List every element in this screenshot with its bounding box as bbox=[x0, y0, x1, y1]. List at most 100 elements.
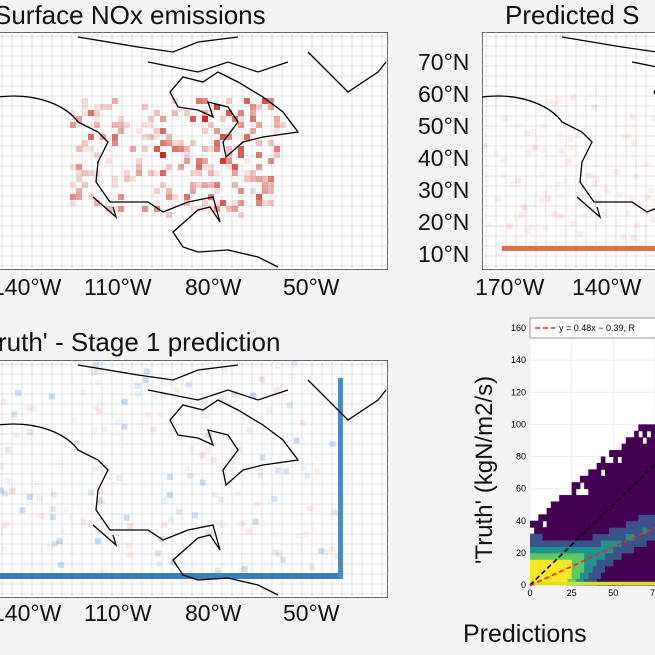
density-cell bbox=[571, 495, 577, 502]
emission-cell bbox=[82, 182, 88, 188]
emission-cell bbox=[82, 140, 88, 146]
difference-cell bbox=[99, 498, 106, 505]
map2-title: Predicted S bbox=[505, 0, 640, 30]
density-cell bbox=[638, 565, 643, 573]
density-cell bbox=[642, 469, 648, 477]
difference-cell bbox=[69, 550, 76, 557]
prediction-cell bbox=[531, 143, 538, 150]
density-cell bbox=[596, 469, 602, 477]
density-cell bbox=[650, 450, 655, 457]
difference-cell bbox=[138, 421, 144, 427]
difference-cell bbox=[25, 404, 32, 411]
emission-cell bbox=[172, 140, 178, 146]
density-cell bbox=[550, 527, 556, 535]
emission-cell bbox=[76, 194, 82, 200]
density-cell bbox=[588, 482, 593, 490]
difference-cell bbox=[3, 521, 10, 528]
density-cell bbox=[629, 488, 635, 496]
density-cell bbox=[638, 520, 643, 528]
density-cell bbox=[642, 572, 648, 580]
prediction-cell bbox=[560, 228, 567, 235]
density-cell bbox=[596, 501, 602, 509]
x-tick-label: 75 bbox=[650, 588, 655, 598]
prediction-cell bbox=[611, 117, 617, 123]
prediction-cell bbox=[595, 156, 601, 162]
density-cell bbox=[579, 552, 585, 560]
emission-cell bbox=[160, 170, 166, 176]
map1-title: Surface NOx emissions bbox=[0, 0, 266, 30]
x-tick-label: 50 bbox=[608, 588, 618, 598]
density-cell bbox=[621, 482, 627, 490]
emission-cell bbox=[280, 122, 286, 128]
difference-cell bbox=[52, 540, 59, 547]
density-cell bbox=[634, 572, 639, 580]
emission-cell bbox=[268, 176, 274, 182]
density-cell bbox=[575, 572, 581, 580]
density-cell bbox=[646, 533, 652, 541]
difference-cell bbox=[276, 551, 283, 558]
emission-cell bbox=[136, 170, 142, 176]
density-cell bbox=[621, 501, 627, 509]
emission-cell bbox=[142, 134, 148, 140]
emission-cell bbox=[94, 110, 100, 116]
emission-cell bbox=[274, 116, 280, 122]
emission-cell bbox=[268, 104, 274, 110]
emission-cell bbox=[166, 140, 172, 146]
emission-cell bbox=[88, 110, 94, 116]
difference-cell bbox=[314, 455, 321, 462]
density-cell bbox=[646, 424, 652, 432]
difference-cell bbox=[161, 498, 168, 505]
prediction-cell bbox=[530, 98, 537, 105]
difference-cell bbox=[53, 460, 60, 467]
difference-cell bbox=[60, 528, 67, 535]
density-cell bbox=[588, 552, 593, 560]
prediction-cell bbox=[580, 212, 587, 219]
emission-cell bbox=[76, 188, 82, 194]
prediction-cell bbox=[574, 214, 580, 220]
prediction-cell bbox=[649, 151, 655, 157]
emission-cell bbox=[268, 176, 274, 182]
difference-cell bbox=[96, 499, 103, 506]
difference-cell bbox=[206, 544, 212, 550]
difference-band-bottom bbox=[0, 573, 343, 579]
emission-cell bbox=[118, 206, 124, 212]
density-cell bbox=[646, 552, 652, 560]
emission-cell bbox=[130, 146, 136, 152]
difference-cell bbox=[221, 462, 228, 469]
difference-cell bbox=[126, 551, 133, 558]
prediction-cell bbox=[629, 197, 636, 204]
scatter-xlabel: Predictions bbox=[463, 620, 587, 648]
density-cell bbox=[646, 475, 652, 483]
density-cell bbox=[575, 546, 581, 554]
emission-cell bbox=[88, 134, 94, 140]
density-cell bbox=[617, 482, 623, 490]
emission-cell bbox=[226, 164, 232, 170]
density-cell bbox=[634, 443, 639, 451]
emission-cell bbox=[142, 206, 148, 212]
density-cell bbox=[646, 507, 652, 515]
density-cell bbox=[588, 495, 593, 502]
density-cell bbox=[625, 501, 631, 509]
difference-cell bbox=[329, 441, 336, 448]
difference-cell bbox=[71, 416, 78, 423]
density-cell bbox=[530, 533, 535, 541]
emission-cell bbox=[214, 182, 220, 188]
density-cell bbox=[604, 495, 610, 502]
density-cell bbox=[609, 450, 614, 457]
density-cell bbox=[625, 488, 631, 496]
density-cell bbox=[634, 559, 639, 567]
density-cell bbox=[609, 546, 614, 554]
emission-cell bbox=[238, 152, 244, 158]
emission-cell bbox=[124, 170, 130, 176]
density-cell bbox=[588, 527, 593, 535]
density-cell bbox=[604, 469, 610, 477]
difference-cell bbox=[168, 516, 175, 523]
density-cell bbox=[567, 527, 573, 535]
lon-tick-label: 80°W bbox=[185, 274, 242, 300]
density-cell bbox=[604, 540, 610, 547]
difference-cell bbox=[289, 373, 296, 380]
density-cell bbox=[613, 488, 618, 496]
density-cell bbox=[571, 507, 577, 515]
density-cell bbox=[650, 572, 655, 580]
density-cell bbox=[538, 552, 543, 560]
